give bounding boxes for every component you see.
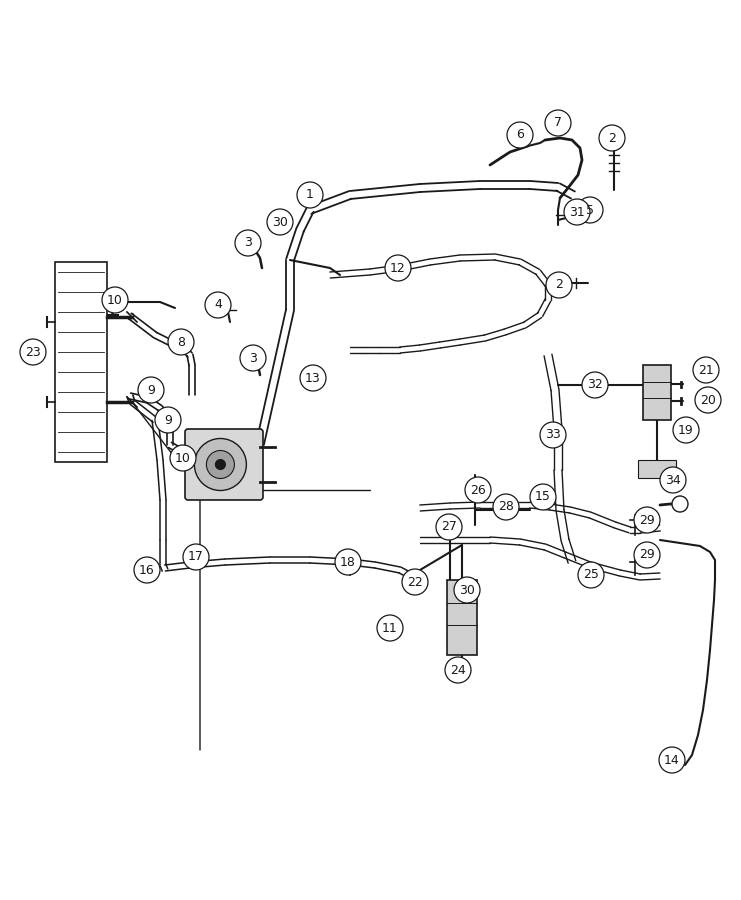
Circle shape — [493, 494, 519, 520]
Circle shape — [634, 507, 660, 533]
FancyBboxPatch shape — [185, 429, 263, 500]
Text: 3: 3 — [249, 352, 257, 365]
Circle shape — [507, 122, 533, 148]
Circle shape — [205, 292, 231, 318]
Text: 25: 25 — [583, 569, 599, 581]
Circle shape — [582, 372, 608, 398]
Circle shape — [465, 477, 491, 503]
Text: 3: 3 — [244, 237, 252, 249]
Text: 9: 9 — [164, 413, 172, 427]
Circle shape — [235, 230, 261, 256]
Text: 9: 9 — [147, 383, 155, 397]
Circle shape — [194, 438, 247, 491]
Circle shape — [102, 287, 128, 313]
Text: 1: 1 — [306, 188, 314, 202]
Text: 18: 18 — [340, 555, 356, 569]
Text: 14: 14 — [664, 753, 680, 767]
Circle shape — [545, 110, 571, 136]
Bar — [55, 262, 107, 462]
Circle shape — [540, 422, 566, 448]
Text: 4: 4 — [214, 299, 222, 311]
Text: 28: 28 — [498, 500, 514, 514]
Circle shape — [183, 544, 209, 570]
Text: 22: 22 — [407, 575, 423, 589]
Text: 15: 15 — [535, 491, 551, 503]
Text: 16: 16 — [139, 563, 155, 577]
Circle shape — [168, 329, 194, 355]
Text: 31: 31 — [569, 205, 585, 219]
Circle shape — [693, 357, 719, 383]
Text: 30: 30 — [459, 583, 475, 597]
Circle shape — [155, 407, 181, 433]
Circle shape — [216, 460, 225, 470]
Text: 10: 10 — [175, 452, 191, 464]
Circle shape — [170, 445, 196, 471]
Circle shape — [599, 125, 625, 151]
Circle shape — [134, 557, 160, 583]
Circle shape — [207, 451, 234, 479]
Text: 10: 10 — [107, 293, 123, 307]
Circle shape — [673, 417, 699, 443]
Circle shape — [297, 182, 323, 208]
Text: 33: 33 — [545, 428, 561, 442]
Text: 29: 29 — [639, 548, 655, 562]
Circle shape — [240, 345, 266, 371]
Text: 13: 13 — [305, 372, 321, 384]
Text: 19: 19 — [678, 424, 694, 436]
Circle shape — [659, 747, 685, 773]
Circle shape — [564, 199, 590, 225]
Text: 6: 6 — [516, 129, 524, 141]
Text: 2: 2 — [555, 278, 563, 292]
Text: 26: 26 — [470, 483, 486, 497]
Circle shape — [267, 209, 293, 235]
Text: 30: 30 — [272, 215, 288, 229]
Circle shape — [578, 562, 604, 588]
Text: 2: 2 — [608, 131, 616, 145]
Bar — [447, 580, 477, 655]
Text: 12: 12 — [390, 262, 406, 274]
Circle shape — [530, 484, 556, 510]
Bar — [643, 365, 671, 420]
Circle shape — [695, 387, 721, 413]
Text: 17: 17 — [188, 551, 204, 563]
Bar — [638, 460, 676, 478]
Text: 8: 8 — [177, 336, 185, 348]
Circle shape — [402, 569, 428, 595]
Circle shape — [436, 514, 462, 540]
Circle shape — [660, 467, 686, 493]
Circle shape — [445, 657, 471, 683]
Text: 11: 11 — [382, 622, 398, 634]
Text: 34: 34 — [665, 473, 681, 487]
Circle shape — [138, 377, 164, 403]
Text: 27: 27 — [441, 520, 457, 534]
Text: 29: 29 — [639, 514, 655, 526]
Circle shape — [634, 542, 660, 568]
Text: 21: 21 — [698, 364, 714, 376]
Circle shape — [577, 197, 603, 223]
Text: 24: 24 — [450, 663, 466, 677]
Circle shape — [546, 272, 572, 298]
Circle shape — [385, 255, 411, 281]
Text: 20: 20 — [700, 393, 716, 407]
Text: 7: 7 — [554, 116, 562, 130]
Circle shape — [300, 365, 326, 391]
Text: 5: 5 — [586, 203, 594, 217]
Circle shape — [672, 496, 688, 512]
Circle shape — [454, 577, 480, 603]
Circle shape — [335, 549, 361, 575]
Circle shape — [377, 615, 403, 641]
Circle shape — [20, 339, 46, 365]
Text: 23: 23 — [25, 346, 41, 358]
Text: 32: 32 — [587, 379, 603, 392]
